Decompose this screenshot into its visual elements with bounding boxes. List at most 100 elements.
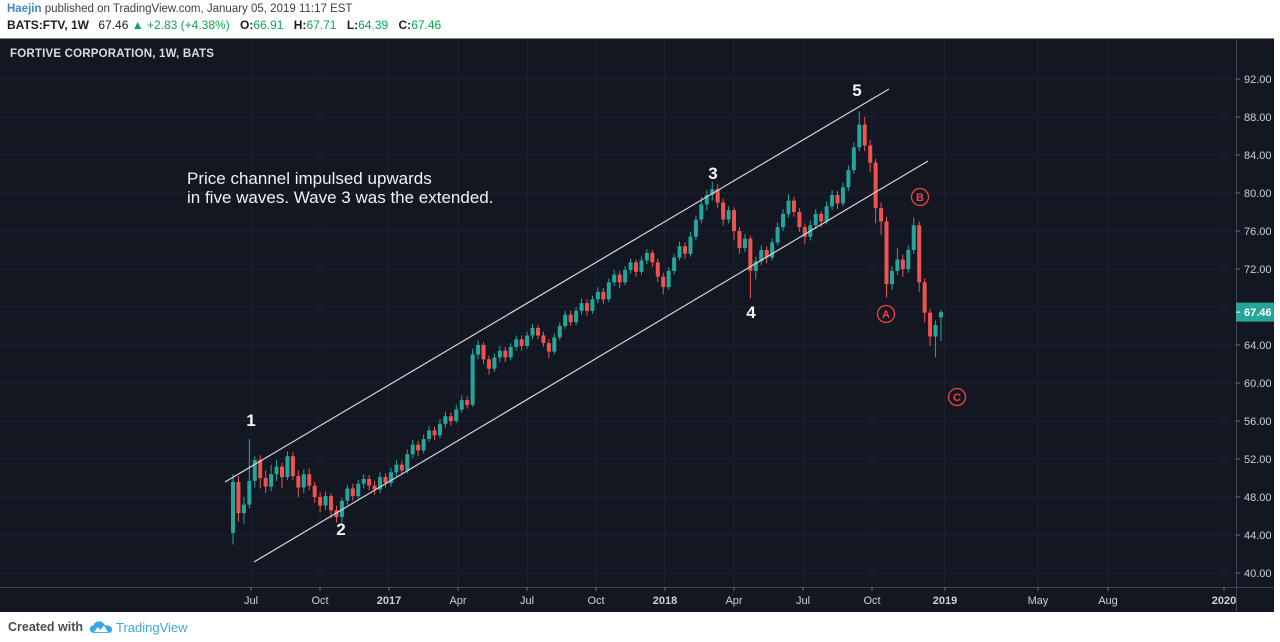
high-value: 67.71: [306, 18, 337, 32]
price-axis-label: 80.00: [1244, 188, 1272, 200]
candle-body: [906, 250, 911, 269]
candle-body: [530, 327, 535, 336]
open-label: O:: [240, 18, 254, 32]
price-axis-label: 72.00: [1244, 264, 1272, 276]
wave-circle-A: [876, 304, 896, 324]
candle-body: [274, 466, 279, 475]
candle-body: [323, 496, 328, 506]
candle-body: [639, 260, 644, 272]
price-axis-label: 88.00: [1244, 112, 1272, 124]
candle-body: [775, 227, 780, 243]
publication-header: Haejin published on TradingView.com, Jan…: [0, 0, 1280, 38]
candle-body: [840, 187, 845, 204]
candle-body: [437, 423, 442, 436]
wave-label-1: 1: [246, 411, 255, 430]
candle-body: [339, 500, 344, 517]
candle-body: [922, 282, 927, 313]
candle-body: [345, 488, 350, 501]
candle-body: [329, 496, 334, 511]
candle-body: [873, 162, 878, 209]
candle-body: [383, 477, 388, 483]
wave-label-5: 5: [852, 81, 861, 100]
annotation-line-2: in five waves. Wave 3 was the extended.: [187, 187, 494, 207]
candle-body: [247, 480, 252, 505]
candle-body: [911, 225, 916, 250]
price-change: +2.83 (+4.38%): [146, 18, 230, 32]
current-price-tag: [1236, 302, 1274, 322]
high-label: H:: [293, 18, 307, 32]
candle-body: [356, 483, 361, 497]
candle-body: [634, 262, 639, 272]
time-axis-label: Jul: [520, 595, 534, 607]
candle-body: [770, 242, 775, 258]
wave-annotation-text: Price channel impulsed upwards in five w…: [187, 169, 494, 207]
candle-body: [704, 194, 709, 205]
price-axis-label: 84.00: [1244, 150, 1272, 162]
candle-body: [846, 170, 851, 188]
up-triangle-icon: ▲: [131, 18, 144, 32]
candle-body: [459, 400, 464, 410]
candle-body: [623, 269, 628, 283]
candle-body: [312, 485, 317, 497]
chart-canvas[interactable]: 92.0088.0084.0080.0076.0072.0068.0064.00…: [0, 38, 1274, 613]
candle-body: [432, 430, 437, 436]
candle-body: [535, 327, 540, 336]
publication-line: Haejin published on TradingView.com, Jan…: [7, 3, 352, 15]
symbol-interval: BATS:FTV, 1W: [7, 18, 90, 32]
candle-body: [884, 221, 889, 285]
candle-body: [448, 416, 453, 421]
candle-body: [372, 485, 377, 490]
channel-trendline: [253, 160, 929, 563]
candle-body: [361, 478, 366, 484]
price-axis-label: 40.00: [1244, 568, 1272, 580]
time-axis-label: Oct: [863, 595, 880, 607]
candle-body: [410, 444, 415, 455]
time-axis-label: Apr: [725, 595, 742, 607]
candle-body: [830, 194, 835, 207]
candle-body: [802, 227, 807, 237]
candle-body: [650, 252, 655, 263]
candle-body: [917, 225, 922, 283]
chart-svg[interactable]: 92.0088.0084.0080.0076.0072.0068.0064.00…: [0, 39, 1274, 613]
time-axis-label: 2018: [653, 595, 677, 607]
candle-body: [574, 310, 579, 323]
tradingview-brand-link[interactable]: TradingView: [116, 619, 188, 635]
candle-body: [497, 350, 502, 358]
open-value: 66.91: [253, 18, 284, 32]
candle-body: [933, 325, 938, 337]
tradingview-logo-icon: [89, 620, 113, 635]
candle-body: [710, 189, 715, 195]
candle-body: [601, 291, 606, 300]
candle-body: [781, 213, 786, 228]
candle-body: [421, 439, 426, 451]
candle-body: [928, 312, 933, 337]
candle-body: [606, 282, 611, 300]
candle-body: [759, 250, 764, 262]
wave-label-3: 3: [708, 164, 717, 183]
candle-body: [595, 291, 600, 300]
candle-body: [405, 454, 410, 471]
candle-body: [557, 326, 562, 338]
time-axis-label: Jul: [796, 595, 810, 607]
candle-body: [655, 262, 660, 277]
candle-body: [350, 488, 355, 497]
attribution-footer: Created with TradingView: [0, 612, 1280, 642]
candle-body: [454, 409, 459, 421]
chart-legend-title: FORTIVE CORPORATION, 1W, BATS: [10, 48, 215, 60]
symbol-status-line: BATS:FTV, 1W 67.46 ▲ +2.83 (+4.38%) O:66…: [7, 18, 441, 32]
candle-body: [672, 257, 677, 271]
candle-body: [296, 476, 301, 488]
author-link[interactable]: Haejin: [7, 3, 42, 15]
candle-body: [269, 474, 274, 487]
candle-body: [416, 444, 421, 451]
candle-body: [552, 337, 557, 352]
last-price: 67.46: [98, 18, 129, 32]
candle-body: [900, 259, 905, 269]
low-label: L:: [346, 18, 359, 32]
candle-body: [503, 350, 508, 358]
candle-body: [584, 303, 589, 311]
price-tag-label: 67.46: [1244, 307, 1272, 319]
candle-body: [241, 504, 246, 514]
candle-body: [486, 359, 491, 369]
